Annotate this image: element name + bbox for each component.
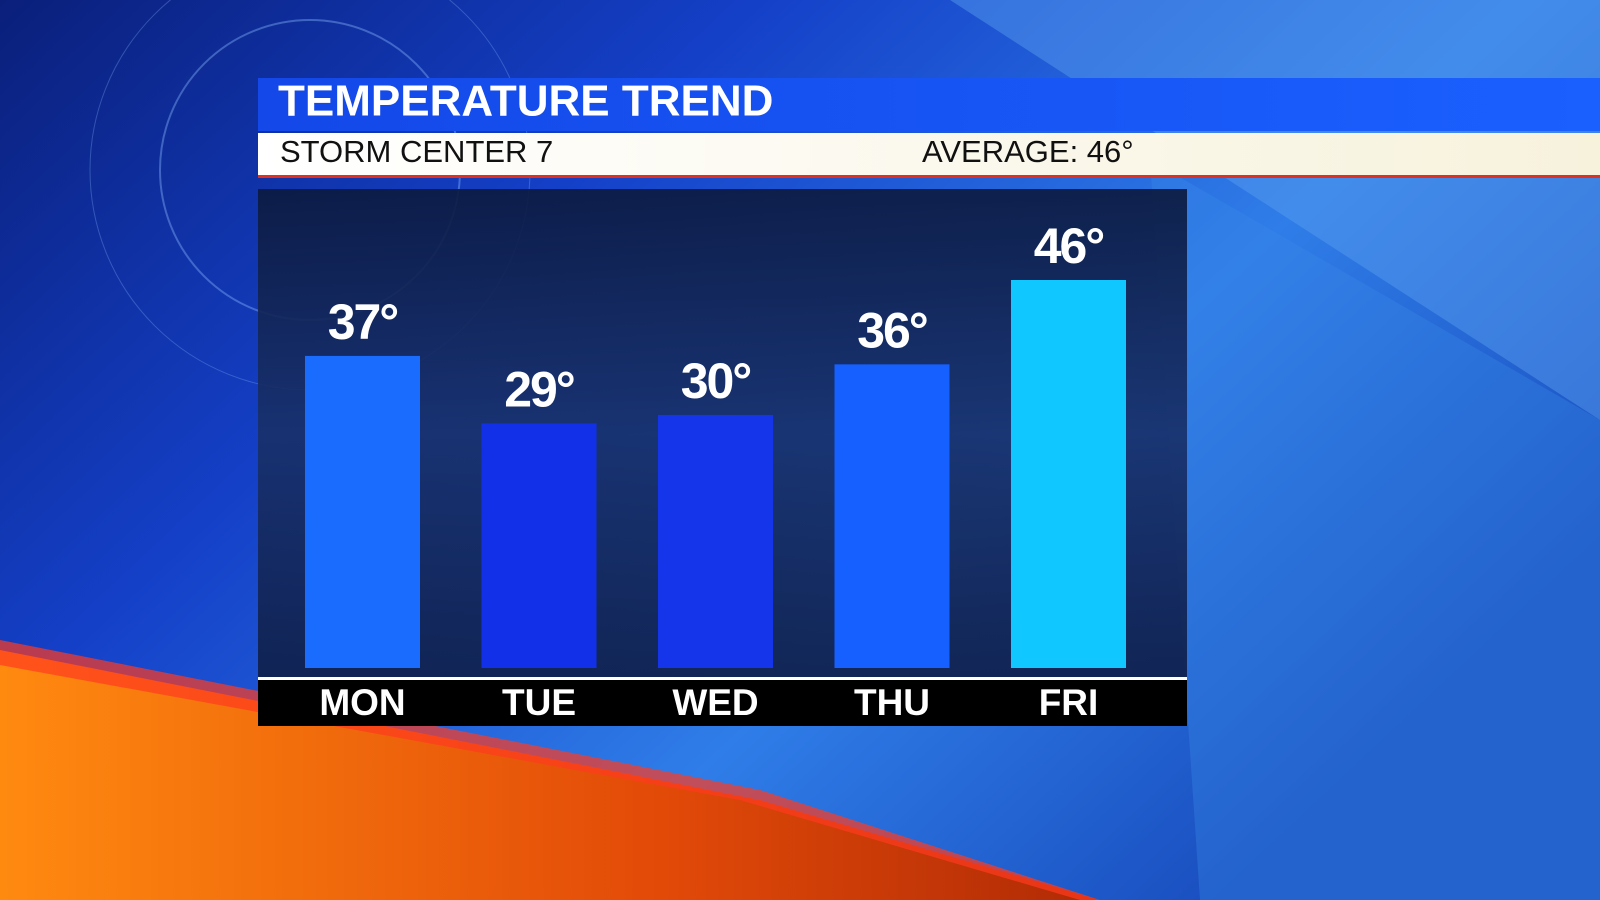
bar: [834, 364, 950, 668]
x-tick-label: FRI: [1039, 682, 1099, 723]
annotation: AVERAGE: 46°: [922, 134, 1134, 169]
x-tick-label: MON: [319, 682, 405, 723]
value-label: 37°: [328, 294, 398, 350]
value-label: 29°: [504, 362, 574, 418]
value-label: 46°: [1034, 218, 1104, 274]
subtitle: STORM CENTER 7: [280, 134, 553, 169]
category-band: [258, 679, 1187, 726]
baseline: [258, 677, 1187, 680]
bar: [658, 414, 773, 668]
x-tick-label: THU: [854, 682, 930, 723]
subtitle-rule: [258, 175, 1600, 178]
bar: [481, 423, 597, 668]
bars: 37° MON 29° TUE 30° WED 36° THU 46° FRI: [305, 218, 1126, 723]
value-label: 36°: [857, 303, 927, 359]
bar: [1011, 280, 1126, 668]
x-tick-label: WED: [672, 682, 758, 723]
x-tick-label: TUE: [502, 682, 576, 723]
value-label: 30°: [681, 353, 751, 409]
bar: [305, 355, 420, 668]
title-bar: [258, 78, 1600, 131]
chart-title: TEMPERATURE TREND: [278, 77, 773, 126]
subtitle-bar: [258, 133, 1600, 175]
